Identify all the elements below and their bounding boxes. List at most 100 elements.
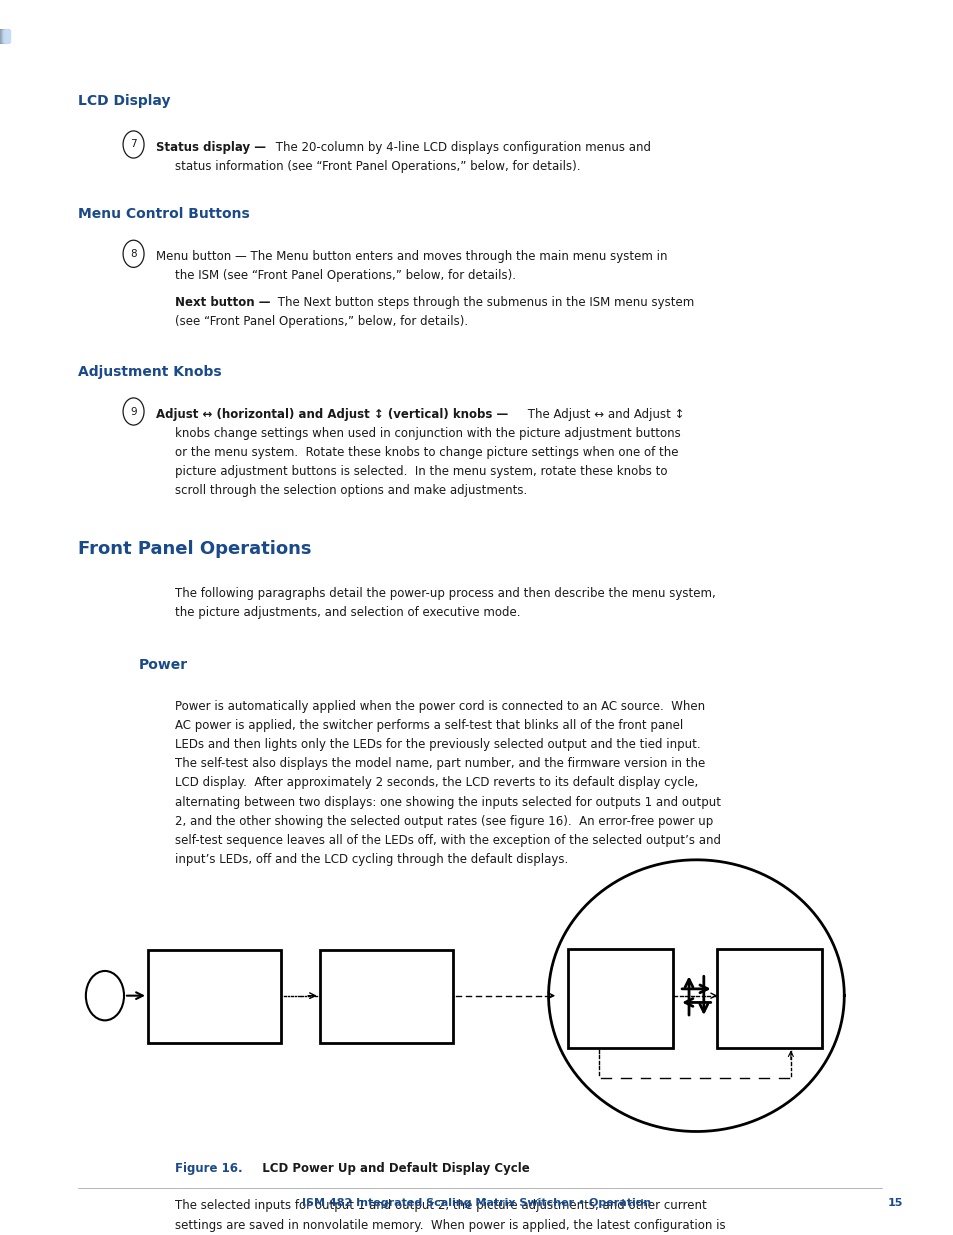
Bar [2, 30, 7, 42]
Bar [3, 30, 8, 42]
Bar [5, 30, 10, 42]
Bar [3, 30, 8, 42]
Text: LCD display.  After approximately 2 seconds, the LCD reverts to its default disp: LCD display. After approximately 2 secon… [174, 777, 697, 789]
Bar [3, 30, 8, 42]
Bar [4, 30, 9, 42]
Text: AC power is applied, the switcher performs a self-test that blinks all of the fr: AC power is applied, the switcher perfor… [174, 719, 682, 732]
Bar [2, 30, 7, 42]
Bar [3, 30, 8, 42]
Bar [0, 30, 5, 42]
Bar [5, 30, 10, 42]
Bar [1, 30, 6, 42]
Bar [4, 30, 9, 42]
Bar [2, 30, 7, 42]
Text: scroll through the selection options and make adjustments.: scroll through the selection options and… [174, 484, 526, 498]
Bar [2, 30, 7, 42]
Bar [1, 30, 6, 42]
Bar [3, 30, 8, 42]
Bar [3, 30, 8, 42]
Bar [5, 30, 10, 42]
Bar [2, 30, 7, 42]
Bar [1, 30, 6, 42]
Bar [2, 30, 7, 42]
Bar [4, 30, 9, 42]
Text: 8: 8 [131, 248, 136, 259]
Bar [1, 30, 6, 42]
Text: settings are saved in nonvolatile memory.  When power is applied, the latest con: settings are saved in nonvolatile memory… [174, 1219, 724, 1231]
Bar [3, 30, 8, 42]
Bar [1, 30, 6, 42]
Bar [3, 30, 8, 42]
Bar [1, 30, 6, 42]
Bar [4, 30, 9, 42]
Bar [319, 950, 453, 1042]
Bar [2, 30, 7, 42]
Bar [2, 30, 7, 42]
Bar [1, 30, 6, 42]
Bar [4, 30, 9, 42]
Bar [1, 30, 6, 42]
Bar [4, 30, 9, 42]
Bar [0, 30, 5, 42]
Bar [5, 30, 10, 42]
Bar [3, 30, 8, 42]
Bar [0, 30, 5, 42]
Bar [0, 30, 5, 42]
Bar [1, 30, 6, 42]
Text: input’s LEDs, off and the LCD cycling through the default displays.: input’s LEDs, off and the LCD cycling th… [174, 853, 567, 866]
Bar [2, 30, 7, 42]
Bar [1, 30, 6, 42]
Bar [1, 30, 6, 42]
Bar [3, 30, 8, 42]
Bar [0, 30, 5, 42]
Bar [5, 30, 10, 42]
Bar [1, 30, 6, 42]
Bar [3, 30, 8, 42]
Bar [1, 30, 6, 42]
Text: or the menu system.  Rotate these knobs to change picture settings when one of t: or the menu system. Rotate these knobs t… [174, 446, 678, 459]
Bar [0, 30, 5, 42]
Bar [1, 30, 6, 42]
Bar [2, 30, 7, 42]
Bar [2, 30, 7, 42]
Bar [2, 30, 7, 42]
Bar [3, 30, 8, 42]
Text: The selected inputs for output 1 and output 2, the picture adjustments, and othe: The selected inputs for output 1 and out… [174, 1199, 705, 1213]
Bar [3, 30, 8, 42]
Bar [2, 30, 7, 42]
Bar [2, 30, 7, 42]
Text: Next button —: Next button — [174, 296, 270, 309]
Text: the picture adjustments, and selection of executive mode.: the picture adjustments, and selection o… [174, 606, 519, 619]
Bar [2, 30, 7, 42]
Bar [4, 30, 9, 42]
Bar [0, 30, 5, 42]
Bar [1, 30, 6, 42]
Text: knobs change settings when used in conjunction with the picture adjustment butto: knobs change settings when used in conju… [174, 427, 679, 440]
Bar [4, 30, 9, 42]
Bar [5, 30, 10, 42]
Bar [5, 30, 10, 42]
Bar [3, 30, 8, 42]
Bar [0, 30, 5, 42]
Text: 15: 15 [886, 1198, 902, 1208]
Bar [5, 30, 10, 42]
Text: The Next button steps through the submenus in the ISM menu system: The Next button steps through the submen… [274, 296, 694, 309]
Bar [5, 30, 10, 42]
Bar [1, 30, 6, 42]
Bar [0, 30, 5, 42]
Text: Menu button — The Menu button enters and moves through the main menu system in: Menu button — The Menu button enters and… [155, 249, 666, 263]
Bar [0, 30, 5, 42]
Text: status information (see “Front Panel Operations,” below, for details).: status information (see “Front Panel Ope… [174, 159, 579, 173]
Bar [2, 30, 7, 42]
Bar [4, 30, 9, 42]
Bar [3, 30, 8, 42]
Text: LCD Power Up and Default Display Cycle: LCD Power Up and Default Display Cycle [253, 1162, 529, 1176]
Text: Adjustment Knobs: Adjustment Knobs [78, 364, 222, 379]
Bar [4, 30, 9, 42]
Text: Status display —: Status display — [155, 141, 265, 154]
Bar [1, 30, 6, 42]
Text: self-test sequence leaves all of the LEDs off, with the exception of the selecte: self-test sequence leaves all of the LED… [174, 834, 720, 847]
Bar [3, 30, 8, 42]
Bar [3, 30, 8, 42]
Bar [1, 30, 6, 42]
